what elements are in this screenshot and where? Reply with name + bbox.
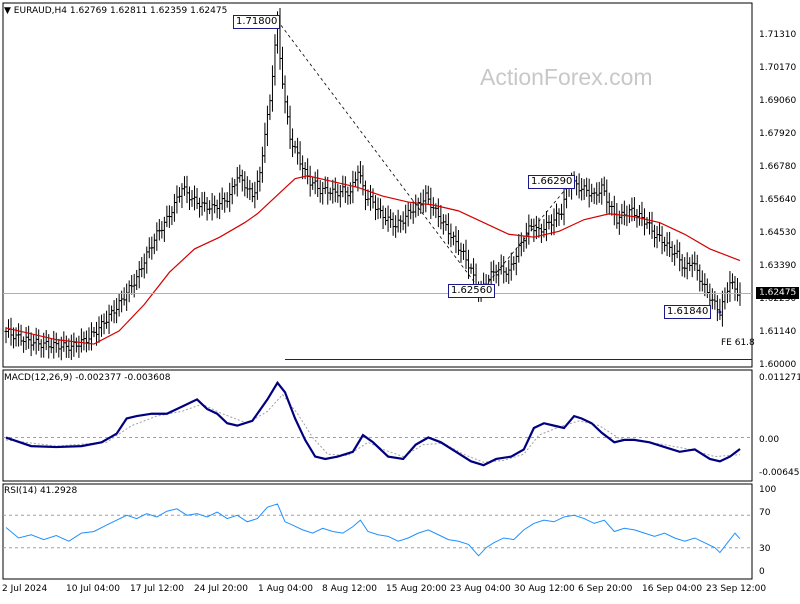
- annotation-high: 1.71800: [233, 15, 281, 29]
- x-tick: 2 Jul 2024: [2, 584, 48, 594]
- rsi-pane-frame: [2, 483, 753, 580]
- dropdown-triangle-icon[interactable]: ▼: [4, 6, 11, 16]
- y-tick: 1.67920: [759, 129, 797, 139]
- x-tick: 17 Jul 12:00: [130, 584, 184, 594]
- y-tick: 0: [759, 567, 765, 577]
- y-tick: 70: [759, 508, 771, 518]
- macd-pane-frame: [2, 369, 753, 482]
- x-tick: 8 Aug 12:00: [322, 584, 377, 594]
- y-tick: 1.70170: [759, 63, 797, 73]
- fe-label: FE 61.8: [721, 338, 755, 348]
- annotation-swing-high: 1.66290: [528, 175, 576, 189]
- main-header: ▼ EURAUD,H4 1.62769 1.62811 1.62359 1.62…: [4, 6, 227, 16]
- y-tick: 1.63390: [759, 261, 797, 271]
- y-tick: 0.011271: [759, 373, 800, 383]
- moving-average-line: [5, 175, 741, 345]
- watermark-logo: ActionForex.com: [480, 64, 653, 90]
- x-tick: 16 Sep 04:00: [642, 584, 703, 594]
- symbol-label: EURAUD,H4: [13, 6, 67, 16]
- current-price-badge: 1.62475: [756, 287, 800, 299]
- y-tick: 1.60000: [759, 360, 797, 370]
- macd-signal-line: [5, 393, 741, 463]
- y-tick: 1.71310: [759, 30, 797, 40]
- y-tick: 1.62250: [759, 294, 797, 304]
- x-tick: 30 Aug 12:00: [514, 584, 575, 594]
- macd-header: MACD(12,26,9) -0.002377 -0.003608: [4, 373, 171, 383]
- annotation-low: 1.62560: [448, 284, 496, 298]
- rsi-header: RSI(14) 41.2928: [4, 486, 78, 496]
- macd-line: [5, 380, 741, 467]
- x-tick: 1 Aug 04:00: [258, 584, 313, 594]
- y-tick: -0.006453: [759, 468, 800, 478]
- ohlc-values: 1.62769 1.62811 1.62359 1.62475: [69, 6, 228, 16]
- y-tick: 1.66780: [759, 162, 797, 172]
- x-tick: 23 Aug 04:00: [450, 584, 511, 594]
- y-tick: 1.65640: [759, 195, 797, 205]
- price-pane-frame: [2, 2, 753, 368]
- annotation-recent-low: 1.61840: [664, 305, 712, 319]
- trendline-down: [277, 20, 482, 292]
- rsi-line: [5, 503, 741, 557]
- x-tick: 6 Sep 20:00: [578, 584, 633, 594]
- y-tick: 30: [759, 544, 771, 554]
- y-tick: 0.00: [759, 435, 780, 445]
- x-tick: 23 Sep 12:00: [706, 584, 767, 594]
- y-tick: 1.61140: [759, 327, 797, 337]
- y-tick: 100: [759, 485, 777, 495]
- x-tick: 24 Jul 20:00: [194, 584, 248, 594]
- y-tick: 1.64530: [759, 228, 797, 238]
- x-tick: 15 Aug 20:00: [386, 584, 447, 594]
- y-tick: 1.69060: [759, 96, 797, 106]
- annotation-marker: [718, 310, 722, 314]
- x-tick: 10 Jul 04:00: [66, 584, 120, 594]
